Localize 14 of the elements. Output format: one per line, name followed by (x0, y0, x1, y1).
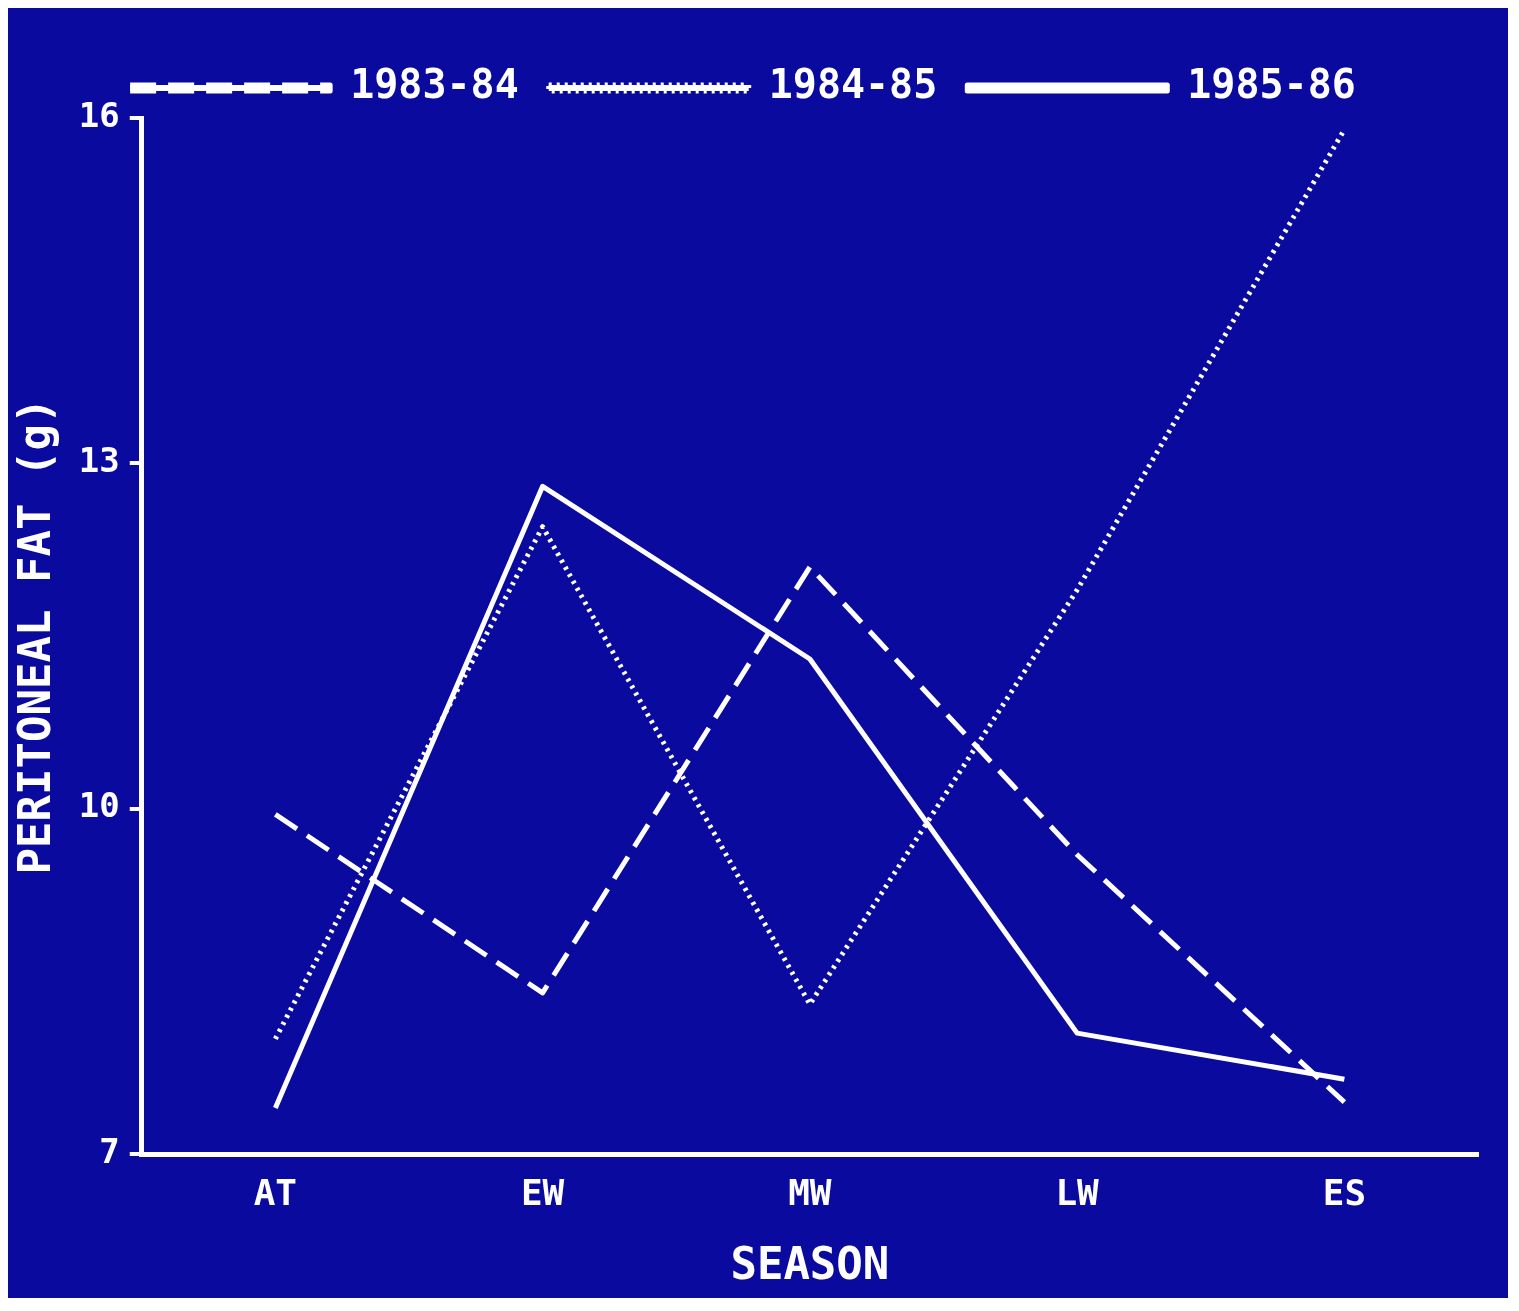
y-tick-label: 10 (78, 785, 120, 826)
y-tick-label: 16 (78, 94, 120, 135)
x-tick-label: ES (1322, 1171, 1367, 1213)
y-tick-label: 7 (99, 1130, 120, 1171)
y-axis-title: PERITONEAL FAT (g) (8, 397, 60, 875)
legend-label: 1985-86 (1187, 61, 1356, 108)
x-tick-label: MW (788, 1171, 832, 1213)
x-tick-label: LW (1055, 1171, 1100, 1213)
legend-label: 1983-84 (350, 61, 519, 108)
x-tick-label: AT (253, 1171, 298, 1213)
y-tick-label: 13 (78, 440, 120, 481)
x-axis-title: SEASON (730, 1238, 890, 1290)
x-tick-label: EW (520, 1171, 565, 1213)
legend-label: 1984-85 (768, 61, 938, 108)
